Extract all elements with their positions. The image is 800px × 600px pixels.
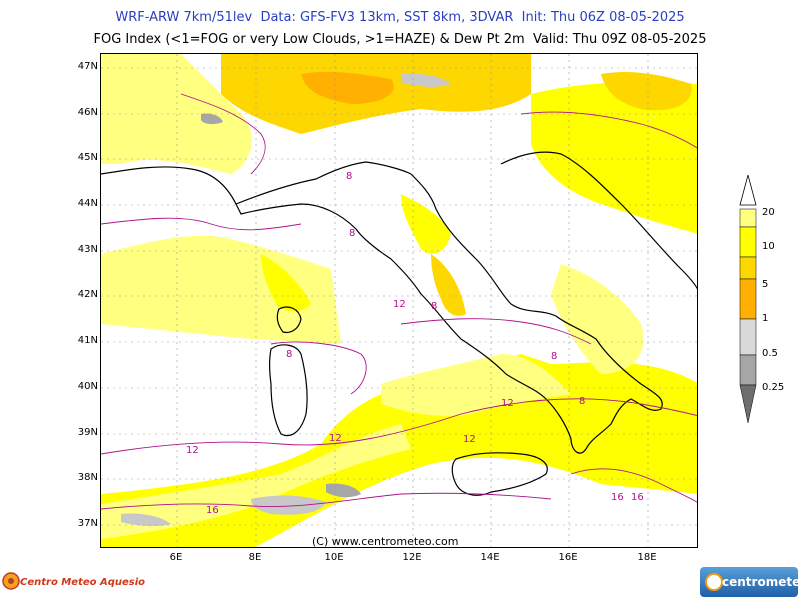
legend-label: 5 xyxy=(762,279,769,290)
map-title: WRF-ARW 7km/51lev Data: GFS-FV3 13km, SS… xyxy=(115,10,685,25)
contour-label: 8 xyxy=(431,301,437,312)
lat-label: 45N xyxy=(77,152,98,163)
legend-swatch xyxy=(739,318,757,356)
lat-label: 37N xyxy=(77,518,98,529)
legend-swatch xyxy=(739,354,757,386)
lon-label: 6E xyxy=(169,552,183,563)
contour-label: 12 xyxy=(329,433,342,444)
legend-label: 0.25 xyxy=(762,382,785,393)
lat-label: 38N xyxy=(77,472,98,483)
lat-label: 42N xyxy=(77,289,98,300)
fog-patches xyxy=(121,73,451,527)
centrometeo-logo xyxy=(700,567,798,597)
graticule xyxy=(101,54,697,547)
contour-label: 16 xyxy=(631,492,644,503)
map-canvas: 8 8 8 8 8 8 12 12 12 12 12 16 16 16 xyxy=(101,54,697,547)
lon-label: 18E xyxy=(637,552,657,563)
lon-label: 12E xyxy=(402,552,422,563)
legend-swatch xyxy=(739,256,757,280)
lon-label: 8E xyxy=(248,552,262,563)
legend-swatch xyxy=(739,208,757,228)
contour-label: 8 xyxy=(286,349,292,360)
centrometeo-globe-icon xyxy=(705,573,723,591)
lat-label: 47N xyxy=(77,61,98,72)
legend-label: 0.5 xyxy=(762,348,778,359)
contour-label: 8 xyxy=(349,228,355,239)
contour-label: 16 xyxy=(206,505,219,516)
contour-label: 12 xyxy=(393,299,406,310)
lon-label: 14E xyxy=(480,552,500,563)
centro-meteo-aquesio-logo xyxy=(2,572,20,590)
legend-swatch xyxy=(739,226,757,258)
contour-label: 12 xyxy=(186,445,199,456)
legend-label: 1 xyxy=(762,313,769,324)
contour-label: 16 xyxy=(611,492,624,503)
legend-top-arrow xyxy=(739,175,757,206)
lat-label: 41N xyxy=(77,335,98,346)
logo-right-text: centrometeo xyxy=(722,575,800,589)
dewpoint-contours xyxy=(101,93,697,510)
lat-label: 40N xyxy=(77,381,98,392)
contour-label: 12 xyxy=(501,398,514,409)
legend-swatch xyxy=(739,278,757,320)
copyright-text: (C) www.centrometeo.com xyxy=(312,535,459,548)
lat-label: 44N xyxy=(77,198,98,209)
legend-bottom-arrow xyxy=(739,384,757,424)
fog-index-legend xyxy=(739,175,757,424)
lon-label: 10E xyxy=(324,552,344,563)
contour-label: 12 xyxy=(463,434,476,445)
map-subtitle: FOG Index (<1=FOG or very Low Clouds, >1… xyxy=(93,32,707,47)
lon-label: 16E xyxy=(558,552,578,563)
contour-label: 8 xyxy=(579,396,585,407)
logo-left-text: Centro Meteo Aquesio xyxy=(20,577,145,588)
contour-label-group: 8 8 8 8 8 8 12 12 12 12 12 16 16 16 xyxy=(186,171,644,516)
contour-label: 8 xyxy=(346,171,352,182)
coastlines xyxy=(101,151,697,496)
lat-label: 46N xyxy=(77,107,98,118)
legend-label: 10 xyxy=(762,241,775,252)
lat-label: 43N xyxy=(77,244,98,255)
lat-label: 39N xyxy=(77,427,98,438)
contour-label: 8 xyxy=(551,351,557,362)
haze-fields xyxy=(101,54,697,547)
legend-label: 20 xyxy=(762,207,775,218)
fog-index-map: 8 8 8 8 8 8 12 12 12 12 12 16 16 16 xyxy=(100,53,698,548)
